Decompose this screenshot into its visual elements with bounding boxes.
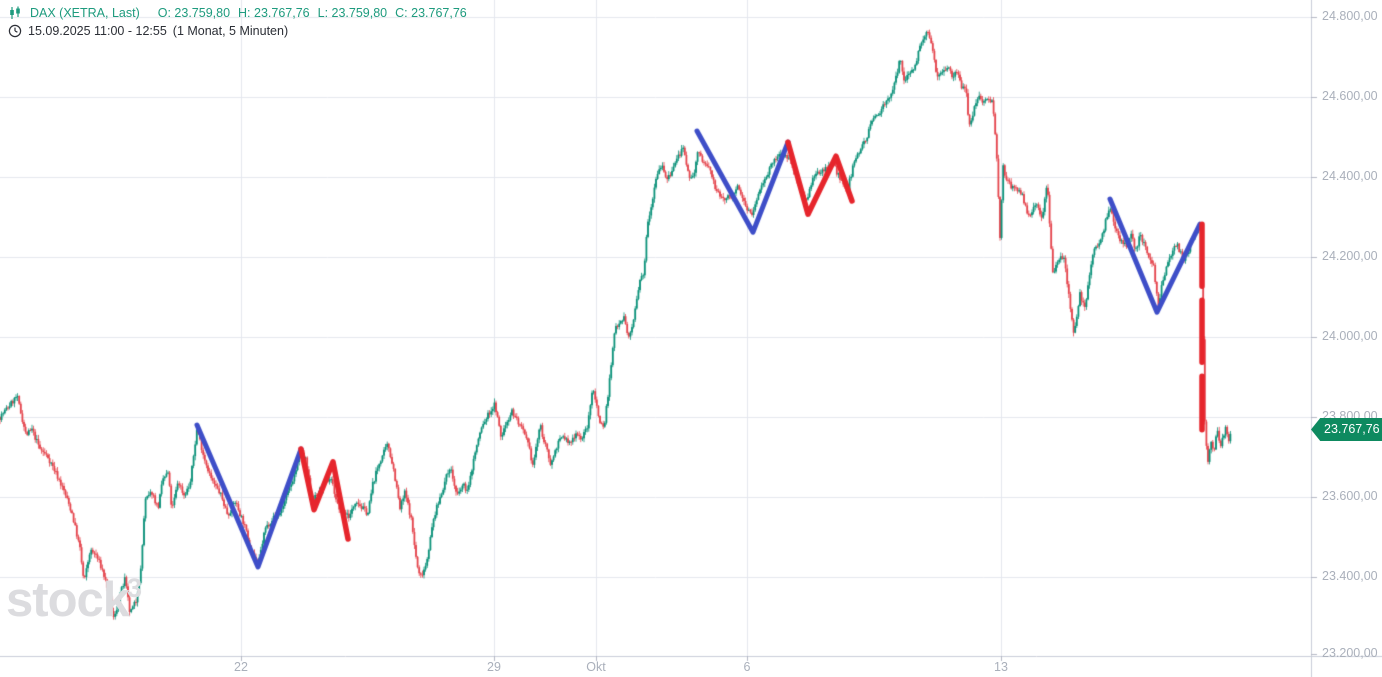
y-axis-tick-label: 24.800,00 [1322,9,1378,23]
low-value: L: 23.759,80 [317,5,388,20]
chart-header: DAX (XETRA, Last) O: 23.759,80 H: 23.767… [8,5,467,38]
x-axis-tick-label: 6 [743,660,751,674]
x-axis-tick-label: 22 [234,660,248,674]
y-axis-tick-label: 24.000,00 [1322,329,1378,343]
stock3-watermark-logo: stock3 [6,572,142,627]
y-axis-tick-label: 23.200,00 [1322,646,1378,660]
y-axis-tick-label: 24.200,00 [1322,249,1378,263]
interval-label: (1 Monat, 5 Minuten) [172,23,289,38]
high-value: H: 23.767,76 [238,5,310,20]
y-axis-tick-label: 23.600,00 [1322,489,1378,503]
datetime-label: 15.09.2025 11:00 - 12:55 [28,23,167,38]
y-axis-tick-label: 23.400,00 [1322,569,1378,583]
x-axis-tick-label: 13 [994,660,1008,674]
close-value: C: 23.767,76 [395,5,467,20]
last-price-tag: 23.767,76 [1311,418,1382,441]
open-value: O: 23.759,80 [157,5,231,20]
x-axis-tick-label: 29 [487,660,501,674]
last-price-value: 23.767,76 [1324,422,1380,436]
candlestick-icon [8,6,22,20]
y-axis-tick-label: 24.600,00 [1322,89,1378,103]
clock-icon [8,24,22,38]
symbol-label: DAX (XETRA, Last) [30,5,140,20]
y-axis-tick-label: 24.400,00 [1322,169,1378,183]
x-axis-tick-label: Okt [586,660,606,674]
timeframe-line: 15.09.2025 11:00 - 12:55 (1 Monat, 5 Min… [8,23,467,38]
instrument-ohlc-line: DAX (XETRA, Last) O: 23.759,80 H: 23.767… [8,5,467,20]
